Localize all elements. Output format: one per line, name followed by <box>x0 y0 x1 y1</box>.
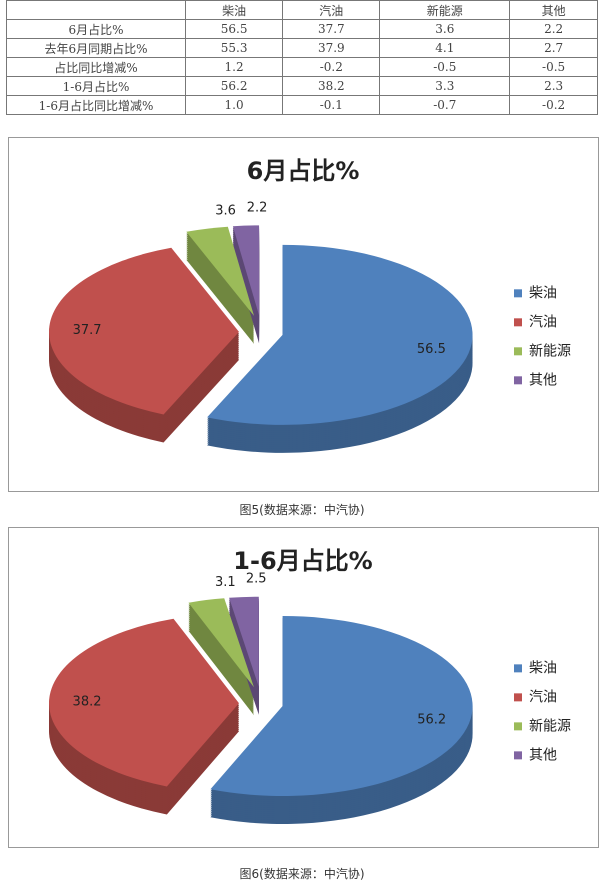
legend-swatch <box>514 693 522 702</box>
table-cell: 1-6月占比% <box>6 76 186 96</box>
table-cell: 2.3 <box>509 76 598 96</box>
table-cell: -0.2 <box>282 57 381 77</box>
pie-slice <box>49 618 240 787</box>
table-cell: 3.6 <box>379 19 511 39</box>
legend-swatch <box>514 318 522 327</box>
legend-label: 汽油 <box>529 314 557 330</box>
table-row: 6月占比% 56.5 37.7 3.6 2.2 <box>6 19 598 39</box>
header-cell: 新能源 <box>379 0 511 20</box>
table-header: 柴油 汽油 新能源 其他 <box>6 0 598 20</box>
legend-swatch <box>514 376 522 385</box>
legend-label: 汽油 <box>529 689 557 705</box>
table-cell: 2.2 <box>509 19 598 39</box>
table-cell: 37.9 <box>282 38 381 58</box>
legend-swatch <box>514 289 522 298</box>
table-cell: -0.5 <box>379 57 511 77</box>
data-table: 柴油 汽油 新能源 其他 6月占比% 56.5 37.7 3.6 2.2 去年6月同期占比% 55.… <box>6 0 598 115</box>
pie-slice <box>207 244 473 425</box>
pie-slice <box>229 596 259 687</box>
data-label: 56.5 <box>417 342 446 357</box>
legend-swatch <box>514 722 522 731</box>
data-label: 37.7 <box>73 323 102 338</box>
table-row: 去年6月同期占比% 55.3 37.9 4.1 2.7 <box>6 38 598 58</box>
table-cell: -0.1 <box>282 95 381 115</box>
header-cell <box>6 0 186 20</box>
table-cell: 1-6月占比同比增减% <box>6 95 186 115</box>
table-cell: 占比同比增减% <box>6 57 186 77</box>
table-cell: 1.2 <box>184 57 284 77</box>
data-label: 3.1 <box>215 575 236 590</box>
data-label: 2.5 <box>246 572 267 587</box>
pie-slice <box>232 225 260 316</box>
legend-label: 柴油 <box>529 660 557 676</box>
table-cell: -0.5 <box>509 57 598 77</box>
header-cell: 汽油 <box>282 0 381 20</box>
pie-slice <box>188 598 254 688</box>
header-cell: 其他 <box>509 0 598 20</box>
table-row: 1-6月占比同比增减% 1.0 -0.1 -0.7 -0.2 <box>6 95 598 115</box>
pie-slice <box>49 247 240 415</box>
pie-slice <box>210 616 473 797</box>
data-label: 2.2 <box>247 200 268 215</box>
table-cell: 55.3 <box>184 38 284 58</box>
table-row: 占比同比增减% 1.2 -0.2 -0.5 -0.5 <box>6 57 598 77</box>
table-cell: 56.5 <box>184 19 284 39</box>
legend-label: 新能源 <box>529 718 571 734</box>
legend-swatch <box>514 347 522 356</box>
legend-swatch <box>514 664 522 673</box>
legend-label: 柴油 <box>529 285 557 301</box>
caption: 图5(数据来源：中汽协) <box>239 503 365 517</box>
table-cell: 去年6月同期占比% <box>6 38 186 58</box>
table-cell: -0.2 <box>509 95 598 115</box>
table-cell: 38.2 <box>282 76 381 96</box>
legend-swatch <box>514 751 522 760</box>
table-cell: 3.3 <box>379 76 511 96</box>
table-cell: 6月占比% <box>6 19 186 39</box>
table-row: 1-6月占比% 56.2 38.2 3.3 2.3 <box>6 76 598 96</box>
table-cell: 1.0 <box>184 95 284 115</box>
pie-slice <box>186 226 255 316</box>
data-label: 38.2 <box>73 694 102 709</box>
header-cell: 柴油 <box>184 0 284 20</box>
data-label: 3.6 <box>215 203 236 218</box>
chart-title: 6月占比% <box>247 157 360 185</box>
legend-label: 其他 <box>529 747 557 763</box>
data-label: 56.2 <box>417 712 446 727</box>
table-cell: -0.7 <box>379 95 511 115</box>
legend-label: 新能源 <box>529 343 571 359</box>
caption: 图6(数据来源：中汽协) <box>239 867 365 881</box>
chart-title: 1-6月占比% <box>233 547 372 575</box>
table-cell: 2.7 <box>509 38 598 58</box>
table-cell: 4.1 <box>379 38 511 58</box>
table-cell: 56.2 <box>184 76 284 96</box>
legend-label: 其他 <box>529 372 557 388</box>
table-cell: 37.7 <box>282 19 381 39</box>
